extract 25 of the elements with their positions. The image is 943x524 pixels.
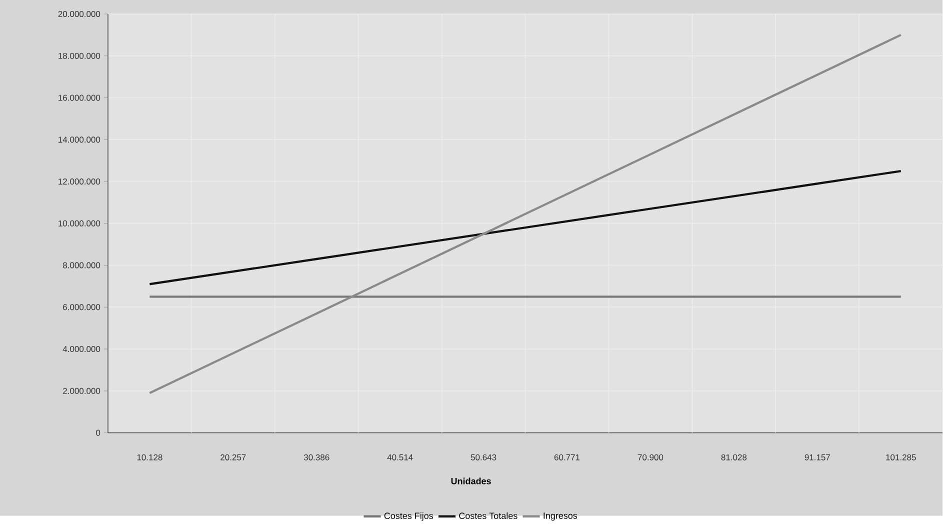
y-tick-label: 6.000.000 (63, 304, 100, 310)
y-tick-label: 2.000.000 (63, 388, 100, 394)
x-tick-label: 30.386 (304, 454, 330, 460)
x-tick-label: 60.771 (554, 454, 580, 460)
y-tick-label: 16.000.000 (58, 94, 100, 101)
x-tick-label: 91.157 (804, 454, 830, 460)
y-tick-label: 12.000.000 (58, 178, 100, 184)
y-tick-label: 8.000.000 (63, 262, 100, 268)
x-tick-label: 10.128 (137, 454, 162, 460)
x-axis-title: Unidades (451, 477, 491, 484)
x-tick-label: 40.514 (387, 454, 413, 460)
y-tick-label: 20.000.000 (58, 10, 100, 17)
y-tick-label: 0 (96, 430, 100, 436)
legend-label: Costes Fijos (384, 512, 434, 521)
x-tick-label: 101.285 (886, 454, 916, 460)
y-tick-label: 14.000.000 (58, 136, 100, 142)
y-tick-label: 18.000.000 (58, 52, 100, 59)
legend-label: Ingresos (544, 512, 578, 520)
x-tick-label: 20.257 (220, 454, 246, 460)
y-tick-label: 4.000.000 (62, 346, 100, 352)
x-tick-label: 50.643 (470, 454, 496, 460)
legend-label: Costes Totales (459, 512, 518, 519)
y-tick-label: 10.000.000 (58, 220, 100, 226)
x-tick-label: 70.900 (638, 454, 664, 460)
x-tick-label: 81.028 (721, 454, 747, 460)
